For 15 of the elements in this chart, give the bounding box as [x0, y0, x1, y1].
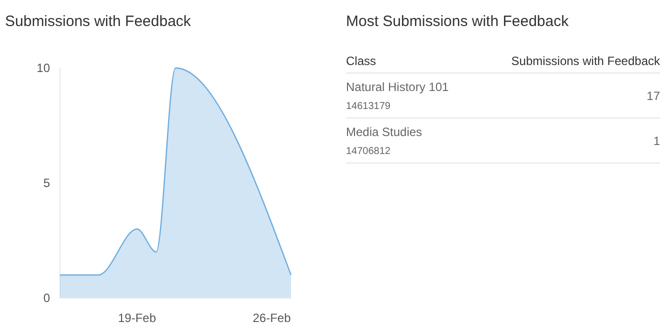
x-tick-label: 26-Feb [252, 311, 292, 325]
y-tick-label: 5 [43, 176, 50, 190]
category-label: Media Studies [346, 125, 422, 139]
y-tick-label: 10 [36, 61, 50, 76]
data-label: 17 [646, 89, 660, 103]
text: Most Submissions with Feedback [346, 13, 570, 30]
data-label: 1 [653, 134, 660, 148]
text: Class [346, 54, 376, 68]
text: Submissions with Feedback [511, 54, 661, 68]
chart-title: Submissions with Feedback [5, 13, 192, 30]
x-tick-label: 19-Feb [118, 311, 156, 325]
category-label: Natural History 101 [346, 80, 450, 94]
y-tick-label: 0 [43, 291, 50, 306]
text: 14706812 [346, 146, 391, 157]
text: 14613179 [346, 101, 391, 112]
